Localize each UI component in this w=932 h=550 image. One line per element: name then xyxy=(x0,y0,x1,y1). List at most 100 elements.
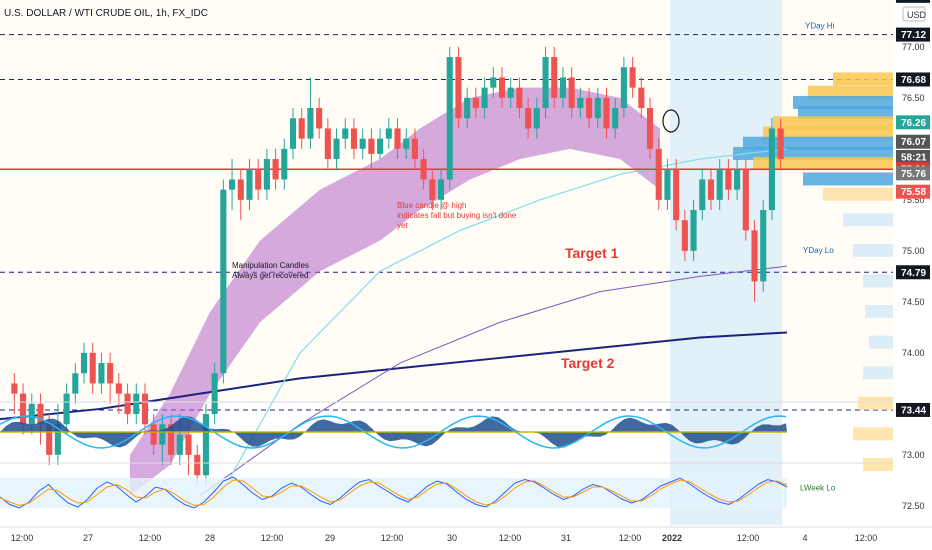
time-tick-label: 31 xyxy=(561,533,571,543)
volume-profile-bar xyxy=(869,335,893,349)
price-tick-label: 73.00 xyxy=(902,450,925,460)
candle-body xyxy=(490,77,497,88)
candle-body xyxy=(734,169,741,190)
candle-body xyxy=(263,159,270,190)
oscillator-1-line xyxy=(0,415,787,449)
candle-body xyxy=(342,128,349,139)
time-tick-label: 30 xyxy=(447,533,457,543)
time-tick-label: 12:00 xyxy=(499,533,522,543)
candle-body xyxy=(377,138,384,154)
candle-body xyxy=(11,383,18,394)
candle-body xyxy=(89,352,96,384)
candle-body xyxy=(594,97,601,119)
currency-badge[interactable] xyxy=(902,6,926,22)
candle-body xyxy=(777,128,784,160)
candle-body xyxy=(420,159,427,180)
price-tag-label: 77.12 xyxy=(901,30,926,41)
price-tag-label: 58:21 xyxy=(901,153,927,164)
price-tag xyxy=(896,134,930,149)
time-tick-label: 12:00 xyxy=(619,533,642,543)
candle-body xyxy=(316,108,323,129)
annotation-blue-candle: Blue candle @ high xyxy=(397,201,467,210)
price-tag xyxy=(896,402,930,417)
candle-body xyxy=(324,128,331,160)
candle-body xyxy=(385,128,392,139)
candle-body xyxy=(455,57,462,119)
candle-body xyxy=(638,87,645,109)
candle-body xyxy=(54,424,61,455)
candle-body xyxy=(115,383,122,394)
candle-body xyxy=(255,169,262,190)
volume-profile-bar xyxy=(753,157,893,171)
annotation-manipulation-line2: Always get recovered xyxy=(232,271,308,280)
candle-body xyxy=(507,87,514,98)
price-tag-label: 75.58 xyxy=(901,187,926,198)
volume-profile-bar xyxy=(763,126,893,140)
level-label: LWeek Lo xyxy=(800,484,836,493)
price-tick-label: 74.50 xyxy=(902,297,925,307)
candle-body xyxy=(150,424,157,445)
annotation-blue-candle-line3: yet xyxy=(397,221,408,230)
annotation-manipulation: Manipulation Candles xyxy=(232,261,309,270)
candle-body xyxy=(525,108,532,129)
candle-body xyxy=(133,393,140,415)
candle-body xyxy=(211,373,218,415)
ma-100-line xyxy=(199,265,788,497)
stochastic-k-line xyxy=(0,476,788,509)
candle-body xyxy=(481,87,488,109)
level-label: YDay Lo xyxy=(803,246,834,255)
candle-body xyxy=(603,97,610,129)
time-tick-label: 28 xyxy=(205,533,215,543)
candle-body xyxy=(359,138,366,149)
candle-body xyxy=(655,148,662,200)
candle-body xyxy=(80,352,88,374)
candle-body xyxy=(577,97,584,109)
time-axis: 12:00 27 12:00 28 12:00 29 12:00 30 12:00 31 12:00… xyxy=(0,526,932,543)
candle-body xyxy=(272,159,279,180)
candle-body xyxy=(533,108,540,129)
volume-profile-bar xyxy=(773,116,893,130)
time-tick-label: 12:00 xyxy=(855,533,878,543)
candle-body xyxy=(307,108,314,139)
candle-body xyxy=(289,118,297,149)
candle-body xyxy=(37,403,44,425)
candle-body xyxy=(681,220,688,251)
price-tag-label: 76.26 xyxy=(901,118,926,129)
candle-body xyxy=(620,67,627,109)
candle-body xyxy=(403,138,410,149)
price-tick-label: 75.50 xyxy=(902,195,925,205)
candle-body xyxy=(725,169,732,190)
time-tick-label: 2022 xyxy=(662,533,682,543)
volume-profile-bar xyxy=(853,243,893,257)
candle-body xyxy=(411,138,418,160)
price-tag xyxy=(896,27,930,42)
candle-body xyxy=(185,434,192,455)
price-tick-label: 76.50 xyxy=(902,93,925,103)
candle-body xyxy=(98,363,105,384)
volume-profile-bar xyxy=(793,95,893,109)
candle-body xyxy=(707,179,715,200)
volume-profile-bar xyxy=(823,187,893,201)
price-tick-label: 75.00 xyxy=(902,246,925,256)
price-tag xyxy=(896,0,930,3)
candle-body xyxy=(298,118,305,139)
price-axis-background xyxy=(893,0,932,525)
candle-body xyxy=(690,210,697,251)
candle-body xyxy=(159,424,166,445)
time-tick-label: 12:00 xyxy=(11,533,34,543)
candle-body xyxy=(46,424,53,455)
candle-body xyxy=(760,210,767,282)
candle-body xyxy=(429,179,436,200)
candle-body xyxy=(629,67,636,88)
candle-body xyxy=(124,393,131,415)
price-tag xyxy=(896,72,930,87)
candle-body xyxy=(229,179,236,190)
volume-profile-bar xyxy=(853,427,893,441)
price-tag xyxy=(896,150,930,164)
candle-body xyxy=(246,169,253,200)
candle-body xyxy=(498,77,506,98)
volume-profile-bar xyxy=(865,305,893,319)
target-2-down-label: Target 2 xyxy=(561,355,615,371)
